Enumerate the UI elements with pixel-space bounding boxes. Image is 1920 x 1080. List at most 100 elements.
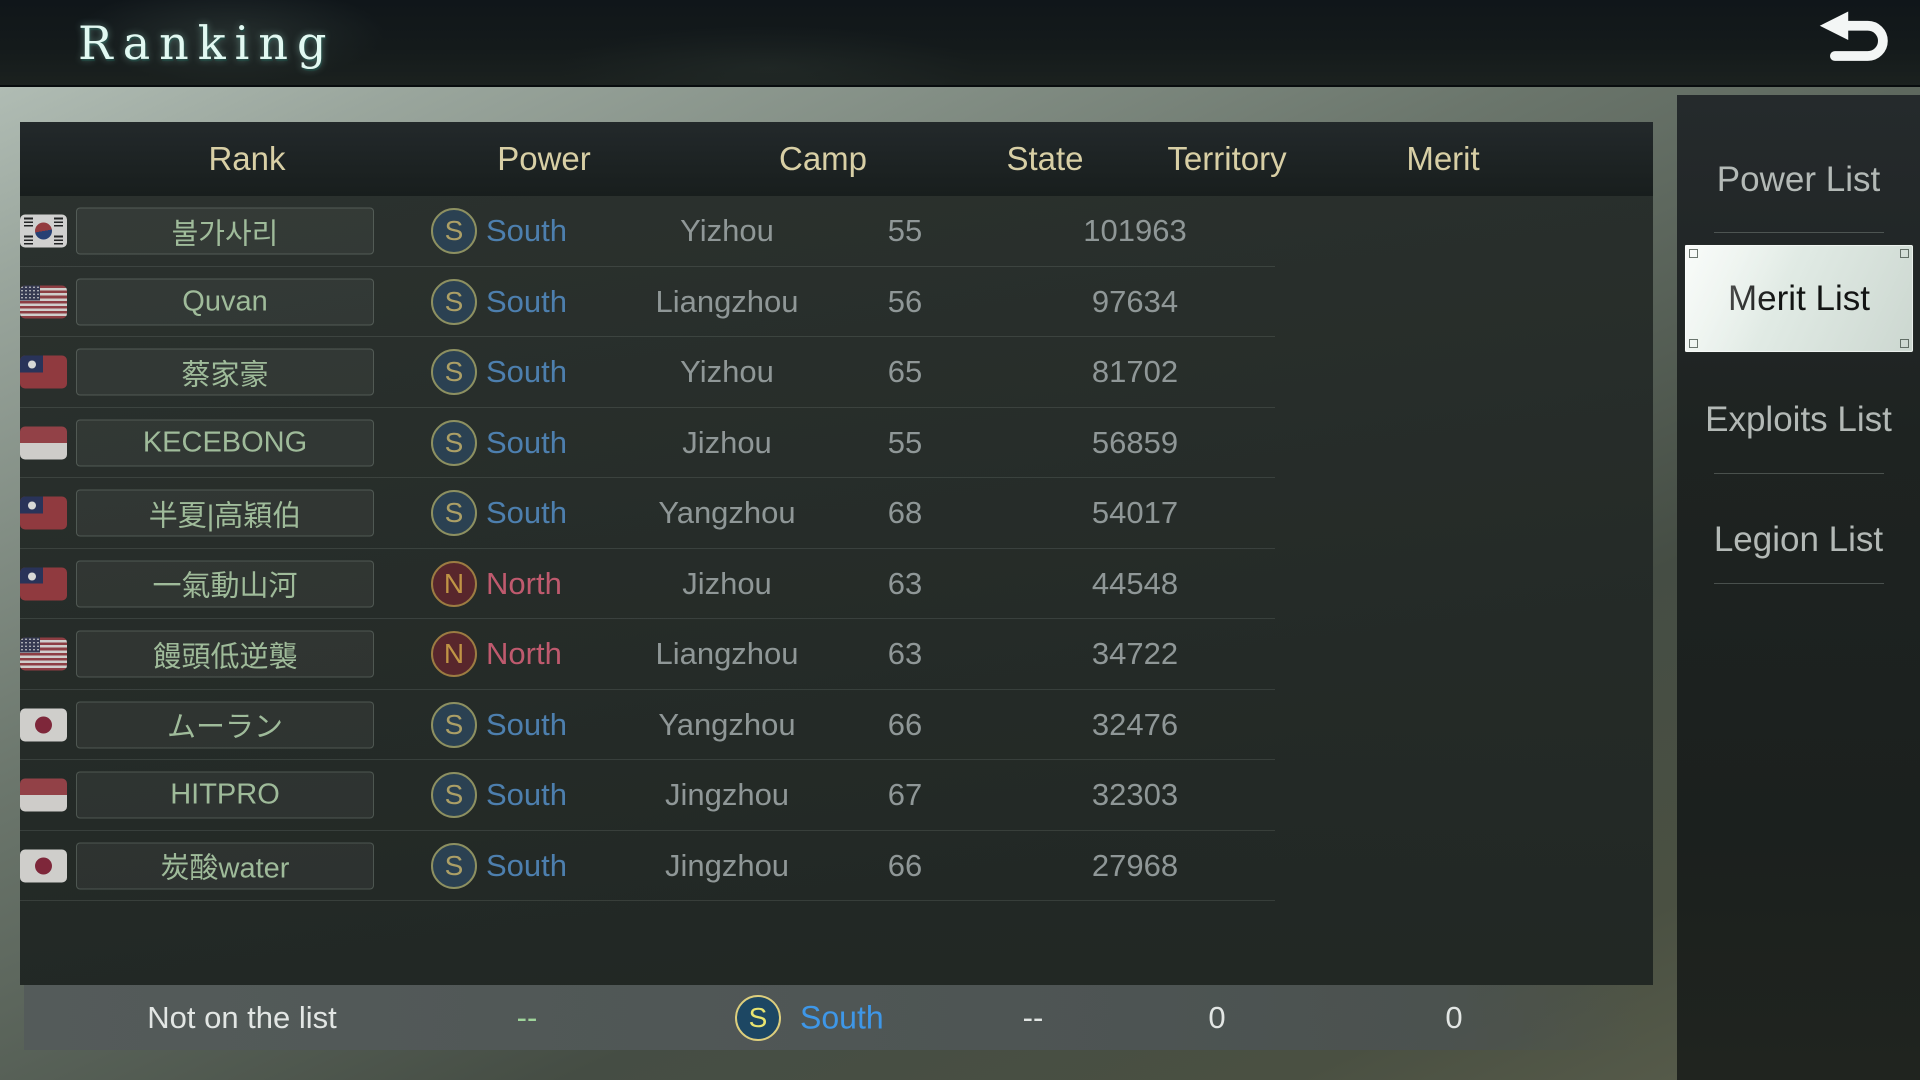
table-row: Quvan S South Liangzhou 56 97634 xyxy=(20,267,1653,338)
player-name-button[interactable]: HITPRO xyxy=(76,771,374,819)
camp-side-label: South xyxy=(486,354,568,390)
back-button[interactable] xyxy=(1808,6,1908,78)
back-arrow-icon xyxy=(1815,8,1901,77)
territory-cell: 27968 xyxy=(1091,847,1179,883)
my-rank-bar: Not on the list -- S South -- 0 0 xyxy=(24,985,1640,1050)
tab-power-list[interactable]: Power List xyxy=(1716,160,1881,199)
camp-cell: Jizhou xyxy=(682,424,772,460)
camp-badge-icon: S xyxy=(431,349,477,396)
ranking-sidebar: Power List Merit List Exploits List Legi… xyxy=(1677,95,1920,1080)
player-name-button[interactable]: ムーラン xyxy=(76,701,374,749)
player-name-button[interactable]: 蔡家豪 xyxy=(76,348,374,396)
column-header-territory: Territory xyxy=(1167,140,1287,177)
tab-legion-list[interactable]: Legion List xyxy=(1713,520,1884,559)
column-header-power: Power xyxy=(497,140,591,177)
territory-cell: 81702 xyxy=(1091,354,1179,390)
country-flag-icon xyxy=(20,637,67,671)
territory-cell: 34722 xyxy=(1091,636,1179,672)
camp-badge-icon: S xyxy=(431,701,477,748)
tab-merit-list[interactable]: Merit List xyxy=(1685,245,1913,352)
column-header-merit: Merit xyxy=(1406,140,1480,177)
camp-cell: Yangzhou xyxy=(658,495,796,531)
player-name-button[interactable]: KECEBONG xyxy=(76,419,374,467)
column-header-rank: Rank xyxy=(208,140,286,177)
sidebar-divider xyxy=(1714,473,1884,474)
player-name-button[interactable]: 炭酸water xyxy=(76,842,374,890)
corner-mark-icon xyxy=(1689,339,1698,348)
territory-cell: 97634 xyxy=(1091,283,1179,319)
camp-cell: Jingzhou xyxy=(664,847,790,883)
table-body: 불가사리 S South Yizhou 55 101963 Quvan S So… xyxy=(20,196,1653,901)
table-row: 炭酸water S South Jingzhou 66 27968 xyxy=(20,831,1653,902)
camp-badge-icon: N xyxy=(431,560,477,607)
column-header-state: State xyxy=(1006,140,1084,177)
state-cell: 63 xyxy=(887,636,923,672)
camp-side-label: South xyxy=(486,777,568,813)
state-cell: 65 xyxy=(887,354,923,390)
sidebar-divider xyxy=(1714,232,1884,233)
camp-badge-icon: S xyxy=(431,490,477,537)
player-name-button[interactable]: 半夏|高穎伯 xyxy=(76,489,374,537)
country-flag-icon xyxy=(20,849,67,883)
camp-cell: Liangzhou xyxy=(655,636,799,672)
sidebar-divider xyxy=(1714,583,1884,584)
camp-side-label: North xyxy=(486,636,562,672)
camp-cell: Yizhou xyxy=(680,354,774,390)
camp-badge-icon: S xyxy=(431,419,477,466)
country-flag-icon xyxy=(20,285,67,319)
state-cell: 55 xyxy=(887,213,923,249)
state-cell: 63 xyxy=(887,565,923,601)
table-row: 一氣動山河 N North Jizhou 63 44548 xyxy=(20,549,1653,620)
table-row: KECEBONG S South Jizhou 55 56859 xyxy=(20,408,1653,479)
player-name-button[interactable]: 一氣動山河 xyxy=(76,560,374,608)
country-flag-icon xyxy=(20,567,67,601)
territory-cell: 44548 xyxy=(1091,565,1179,601)
top-bar-texture xyxy=(0,0,1920,85)
country-flag-icon xyxy=(20,355,67,389)
territory-cell: 101963 xyxy=(1083,213,1187,249)
column-header-camp: Camp xyxy=(778,140,868,177)
my-territory-value: 0 xyxy=(1208,999,1226,1035)
camp-side-label: South xyxy=(486,706,568,742)
table-row: HITPRO S South Jingzhou 67 32303 xyxy=(20,760,1653,831)
territory-cell: 32303 xyxy=(1091,777,1179,813)
player-name-button[interactable]: Quvan xyxy=(76,278,374,326)
my-power-value: -- xyxy=(516,999,538,1035)
table-row: 불가사리 S South Yizhou 55 101963 xyxy=(20,196,1653,267)
camp-cell: Jingzhou xyxy=(664,777,790,813)
state-cell: 66 xyxy=(887,847,923,883)
state-cell: 67 xyxy=(887,777,923,813)
my-merit-value: 0 xyxy=(1445,999,1463,1035)
camp-badge-icon: N xyxy=(431,631,477,678)
button-sheen xyxy=(1685,245,1913,352)
state-cell: 68 xyxy=(887,495,923,531)
corner-mark-icon xyxy=(1900,249,1909,258)
my-state-value: -- xyxy=(1022,999,1044,1035)
country-flag-icon xyxy=(20,708,67,742)
country-flag-icon xyxy=(20,214,67,248)
country-flag-icon xyxy=(20,426,67,460)
camp-badge-icon: S xyxy=(431,842,477,889)
camp-badge-icon: S xyxy=(431,772,477,819)
country-flag-icon xyxy=(20,778,67,812)
table-header-row: Rank Power Camp State Territory Merit xyxy=(20,122,1653,196)
camp-side-label: South xyxy=(486,495,568,531)
table-row: 半夏|高穎伯 S South Yangzhou 68 54017 xyxy=(20,478,1653,549)
camp-side-label: North xyxy=(486,565,562,601)
table-row: 饅頭低逆襲 N North Liangzhou 63 34722 xyxy=(20,619,1653,690)
camp-cell: Liangzhou xyxy=(655,283,799,319)
country-flag-icon xyxy=(20,496,67,530)
my-camp-badge-icon: S xyxy=(735,994,781,1041)
player-name-button[interactable]: 饅頭低逆襲 xyxy=(76,630,374,678)
corner-mark-icon xyxy=(1689,249,1698,258)
camp-side-label: South xyxy=(486,847,568,883)
tab-exploits-list[interactable]: Exploits List xyxy=(1705,400,1892,439)
table-row: ムーラン S South Yangzhou 66 32476 xyxy=(20,690,1653,761)
ranking-table: Rank Power Camp State Territory Merit 불가… xyxy=(20,122,1653,985)
state-cell: 55 xyxy=(887,424,923,460)
table-row: 蔡家豪 S South Yizhou 65 81702 xyxy=(20,337,1653,408)
top-bar: Ranking xyxy=(0,0,1920,87)
player-name-button[interactable]: 불가사리 xyxy=(76,207,374,255)
camp-cell: Yangzhou xyxy=(658,706,796,742)
camp-side-label: South xyxy=(486,283,568,319)
